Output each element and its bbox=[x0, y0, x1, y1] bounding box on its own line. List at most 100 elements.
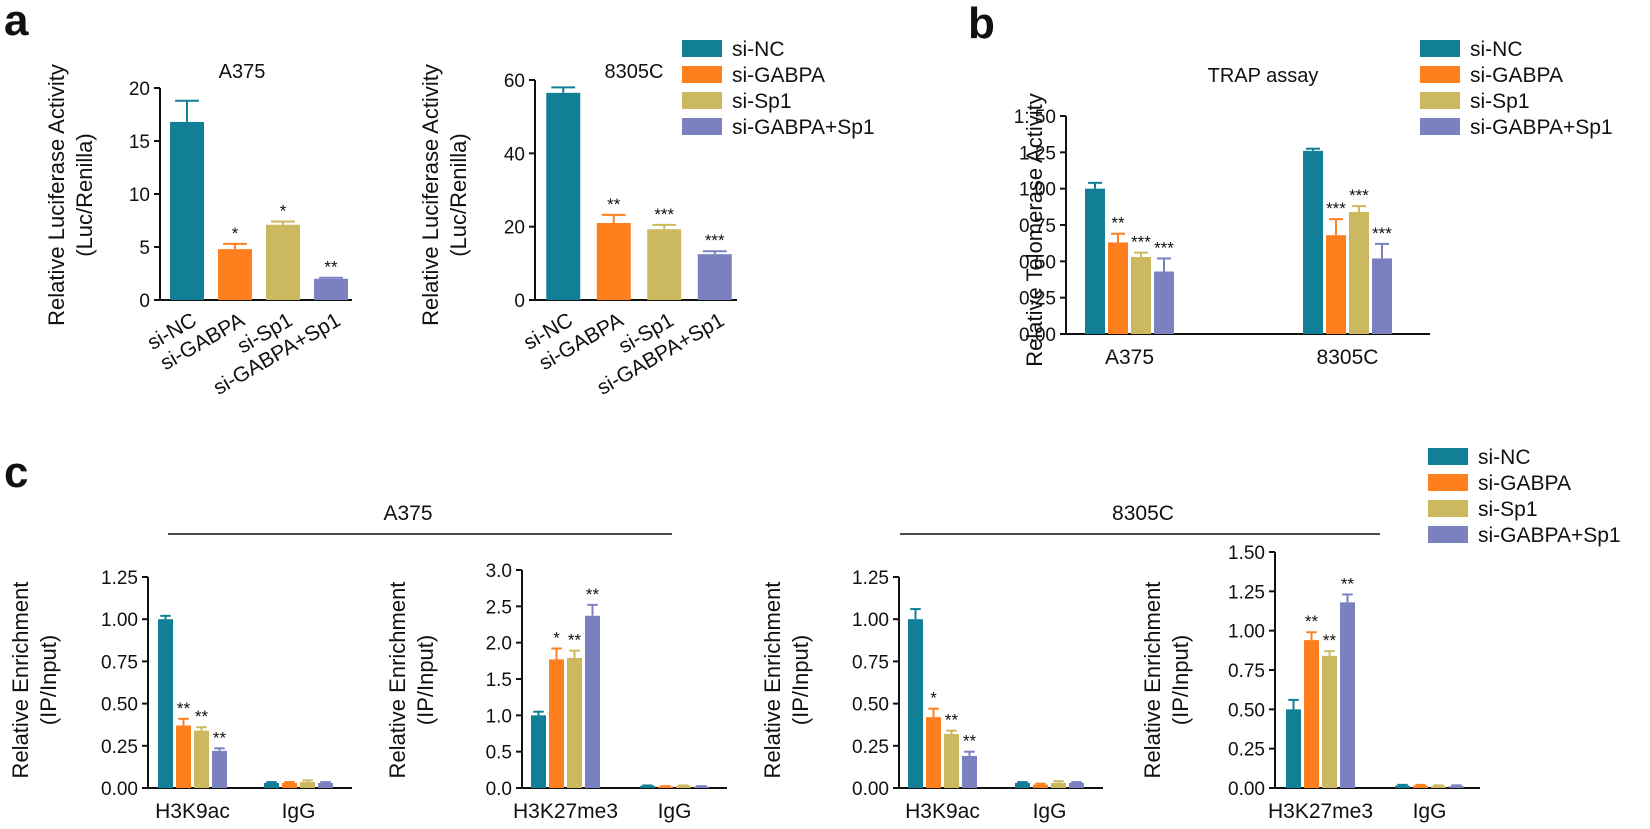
y-tick-label: 1.00 bbox=[1019, 180, 1056, 201]
y-tick-label: 0.50 bbox=[852, 695, 889, 716]
legend-swatch bbox=[1420, 118, 1460, 135]
bar bbox=[170, 121, 204, 300]
y-tick-label: 0.25 bbox=[1019, 289, 1056, 310]
legend-label: si-Sp1 bbox=[1470, 90, 1530, 113]
panel-letter-c: c bbox=[4, 448, 28, 497]
chart-b: TRAP assay 0.00 0.25 0.50 0.75 1.00 1.25 1. 50R… bbox=[1014, 65, 1430, 369]
legend-label: si-GABPA+Sp1 bbox=[1478, 524, 1621, 547]
bar bbox=[1322, 655, 1337, 788]
y-tick-label: 1.0 bbox=[486, 706, 512, 727]
bar bbox=[1069, 782, 1084, 788]
bar bbox=[926, 717, 941, 788]
y-axis-label: Relative Enrichment bbox=[8, 582, 33, 779]
legend-swatch bbox=[1420, 40, 1460, 57]
bar bbox=[212, 750, 227, 788]
y-tick-label: 0.00 bbox=[852, 779, 889, 800]
y-axis-label-sub: (Luc/Renilla) bbox=[72, 133, 97, 257]
significance-label: *** bbox=[705, 231, 725, 250]
significance-label: * bbox=[280, 202, 287, 221]
bar bbox=[944, 733, 959, 788]
bar bbox=[647, 229, 682, 300]
group-label-8305c: 8305C bbox=[1112, 502, 1174, 525]
y-tick-label: 2.5 bbox=[486, 597, 512, 618]
legend-label: si-NC bbox=[1478, 446, 1531, 469]
significance-label: ** bbox=[586, 585, 600, 604]
y-tick-label: 1.5 bbox=[486, 670, 512, 691]
y-tick-label: 20 bbox=[504, 218, 525, 239]
legend-label: si-GABPA bbox=[732, 64, 825, 87]
y-tick-label: 2.0 bbox=[486, 634, 512, 655]
bar bbox=[1340, 602, 1355, 788]
significance-label: *** bbox=[1131, 233, 1151, 252]
significance-label: ** bbox=[1323, 631, 1337, 650]
legend-swatch bbox=[682, 92, 722, 109]
legend-label: si-NC bbox=[1470, 38, 1523, 61]
y-axis-label: Relative Luciferase Activity bbox=[418, 64, 443, 326]
y-axis-label: Relative Enrichment bbox=[1140, 582, 1165, 779]
x-category-label: IgG bbox=[282, 800, 316, 823]
y-tick-label: 0.0 bbox=[486, 779, 512, 800]
significance-label: ** bbox=[195, 707, 209, 726]
y-tick-label: 60 bbox=[504, 71, 525, 92]
bar bbox=[585, 615, 600, 788]
legend-swatch bbox=[682, 40, 722, 57]
y-tick-label: 1.50 bbox=[1228, 543, 1265, 564]
significance-label: *** bbox=[1349, 186, 1369, 205]
panel-letter-a: a bbox=[4, 0, 29, 45]
y-tick-label: 0.50 bbox=[101, 695, 138, 716]
y-tick-label: 0.25 bbox=[1228, 740, 1265, 761]
legend-label: si-Sp1 bbox=[1478, 498, 1538, 521]
chart-c4: 0.00 0.25 0.50 0.75 1.00 1.25 1.50 Relative Enr… bbox=[1140, 543, 1480, 823]
chart-a2: 8305C 0 20 40 60 Relative Luciferase Activity… bbox=[418, 61, 737, 400]
y-tick-label: 1.00 bbox=[1228, 622, 1265, 643]
y-tick-label: 1.25 bbox=[1019, 143, 1056, 164]
y-axis-label: Relative Enrichment bbox=[385, 582, 410, 779]
x-category-label: H3K27me3 bbox=[513, 800, 618, 823]
chart-title: TRAP assay bbox=[1208, 65, 1319, 87]
bar bbox=[1286, 709, 1301, 788]
bar bbox=[176, 725, 191, 788]
x-category-label: H3K9ac bbox=[155, 800, 230, 823]
bar bbox=[1051, 782, 1066, 788]
legend-swatch bbox=[1428, 526, 1468, 543]
legend-swatch bbox=[1420, 66, 1460, 83]
legend-label: si-NC bbox=[732, 38, 785, 61]
bar bbox=[1349, 211, 1369, 334]
y-tick-label: 20 bbox=[129, 79, 150, 100]
significance-label: ** bbox=[607, 195, 621, 214]
bar bbox=[1326, 235, 1346, 334]
legend-label: si-GABPA bbox=[1478, 472, 1571, 495]
x-category-label: H3K27me3 bbox=[1268, 800, 1373, 823]
legend-swatch bbox=[682, 118, 722, 135]
legend-label: si-GABPA bbox=[1470, 64, 1563, 87]
y-axis-label: Relative Luciferase Activity bbox=[44, 64, 69, 326]
charts: A375 0 5 10 15 20 Relative Luciferase Activity… bbox=[8, 61, 1480, 823]
x-category-label: IgG bbox=[1033, 800, 1067, 823]
x-category-label: A375 bbox=[1105, 346, 1154, 369]
legend-swatch bbox=[1428, 500, 1468, 517]
legends: si-NC si-GABPA si-Sp1 si-GABPA+Sp1 si-NC si-G… bbox=[682, 38, 1621, 547]
y-tick-label: 0.75 bbox=[852, 652, 889, 673]
bar bbox=[1015, 782, 1030, 788]
significance-label: ** bbox=[177, 699, 191, 718]
y-tick-label: 0.5 bbox=[486, 743, 512, 764]
bar bbox=[1085, 188, 1105, 334]
bar bbox=[531, 715, 546, 788]
chart-title: A375 bbox=[219, 61, 266, 83]
y-tick-label: 5 bbox=[139, 238, 150, 259]
y-tick-label: 1.25 bbox=[1228, 582, 1265, 603]
legend-swatch bbox=[682, 66, 722, 83]
y-axis-label-sub: (IP/Input) bbox=[413, 635, 438, 725]
y-axis-label-sub: (Luc/Renilla) bbox=[446, 133, 471, 257]
bar bbox=[264, 782, 279, 788]
y-tick-label: 40 bbox=[504, 144, 525, 165]
bar bbox=[596, 223, 631, 300]
bar bbox=[282, 782, 297, 788]
bar bbox=[266, 224, 300, 300]
y-tick-label: 1.25 bbox=[101, 568, 138, 589]
bar bbox=[1372, 258, 1392, 334]
x-category-label: H3K9ac bbox=[905, 800, 980, 823]
chart-c2: 0.0 0.5 1.0 1.5 2.0 2.5 3.0 Relative Enrichment… bbox=[385, 561, 727, 823]
y-tick-label: 0.00 bbox=[1019, 325, 1056, 346]
y-axis-label-sub: (IP/Input) bbox=[36, 635, 61, 725]
